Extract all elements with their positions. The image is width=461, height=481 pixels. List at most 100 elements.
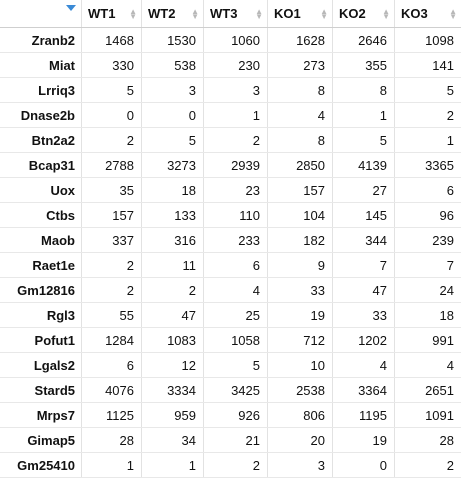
table-cell: 2 xyxy=(142,278,204,302)
table-body: Zranb2 1468 1530 1060 1628 2646 1098 Miat 330 538… xyxy=(0,28,461,478)
table-cell: 2651 xyxy=(425,382,454,398)
table-cell: 2850 xyxy=(268,153,333,177)
table-cell: 5 xyxy=(204,353,268,377)
table-cell: 712 xyxy=(268,328,333,352)
table-cell: 1202 xyxy=(333,328,395,352)
column-header-wt2[interactable]: WT2 ▲ ▼ xyxy=(142,0,204,27)
sort-toggle-icon[interactable]: ▲ ▼ xyxy=(449,7,457,21)
table-cell: 3425 xyxy=(204,378,268,402)
table-cell: 0 xyxy=(82,103,142,127)
table-cell: 23 xyxy=(204,178,268,202)
table-cell: 991 xyxy=(432,332,454,348)
table-cell: 25 xyxy=(204,303,268,327)
table-cell: 1083 xyxy=(142,328,204,352)
table-cell: 18 xyxy=(142,178,204,202)
table-cell: 6 xyxy=(204,253,268,277)
table-cell: 355 xyxy=(333,53,395,77)
table-cell: 35 xyxy=(82,178,142,202)
table-cell: 33 xyxy=(333,303,395,327)
table-cell: 33 xyxy=(268,278,333,302)
table-cell: 8 xyxy=(268,78,333,102)
table-row: Dnase2b 0 0 1 4 1 2 xyxy=(0,103,461,128)
table-cell: 2 xyxy=(204,453,268,477)
column-header-wt1[interactable]: WT1 ▲ ▼ xyxy=(82,0,142,27)
row-name-cell: Miat xyxy=(0,53,82,77)
row-name-cell: Stard5 xyxy=(0,378,82,402)
table-cell: 104 xyxy=(268,203,333,227)
table-row: Bcap31 2788 3273 2939 2850 4139 3365 xyxy=(0,153,461,178)
column-header-ko1[interactable]: KO1 ▲ ▼ xyxy=(268,0,333,27)
row-name-cell: Rgl3 xyxy=(0,303,82,327)
table-cell: 24 xyxy=(439,282,454,298)
sort-toggle-icon[interactable]: ▲ ▼ xyxy=(191,7,199,21)
table-row: Gm25410 1 1 2 3 0 2 xyxy=(0,453,461,478)
table-cell: 4 xyxy=(446,357,454,373)
table-cell: 1 xyxy=(204,103,268,127)
table-row: Raet1e 2 11 6 9 7 7 xyxy=(0,253,461,278)
table-cell: 2 xyxy=(82,278,142,302)
table-cell: 3 xyxy=(142,78,204,102)
table-row: Uox 35 18 23 157 27 6 xyxy=(0,178,461,203)
row-name-cell: Lgals2 xyxy=(0,353,82,377)
table-cell: 110 xyxy=(204,203,268,227)
table-row: Maob 337 316 233 182 344 239 xyxy=(0,228,461,253)
table-cell: 926 xyxy=(204,403,268,427)
table-cell: 2939 xyxy=(204,153,268,177)
table-cell: 2 xyxy=(204,128,268,152)
table-cell: 1058 xyxy=(204,328,268,352)
table-cell: 330 xyxy=(82,53,142,77)
table-cell: 239 xyxy=(432,232,454,248)
table-cell: 2788 xyxy=(82,153,142,177)
table-cell: 4 xyxy=(333,353,395,377)
table-cell: 21 xyxy=(204,428,268,452)
row-name-cell: Gm12816 xyxy=(0,278,82,302)
table-cell: 182 xyxy=(268,228,333,252)
table-cell: 1098 xyxy=(425,32,454,48)
table-row: Lrriq3 5 3 3 8 8 5 xyxy=(0,78,461,103)
table-cell: 1195 xyxy=(333,403,395,427)
row-name-cell: Raet1e xyxy=(0,253,82,277)
table-cell: 0 xyxy=(333,453,395,477)
row-name-cell: Bcap31 xyxy=(0,153,82,177)
table-cell: 12 xyxy=(142,353,204,377)
sort-toggle-icon[interactable]: ▲ ▼ xyxy=(382,7,390,21)
table-row: Stard5 4076 3334 3425 2538 3364 2651 xyxy=(0,378,461,403)
sort-toggle-icon[interactable]: ▲ ▼ xyxy=(129,7,137,21)
sort-arrow-icon[interactable] xyxy=(66,5,76,11)
column-header-ko2[interactable]: KO2 ▲ ▼ xyxy=(333,0,395,27)
column-header-label: KO1 xyxy=(274,6,301,21)
table-cell: 0 xyxy=(142,103,204,127)
table-cell: 11 xyxy=(142,253,204,277)
table-cell: 5 xyxy=(82,78,142,102)
table-cell: 5 xyxy=(333,128,395,152)
column-header-wt3[interactable]: WT3 ▲ ▼ xyxy=(204,0,268,27)
table-cell: 1125 xyxy=(82,403,142,427)
table-cell: 6 xyxy=(446,182,454,198)
table-cell: 1 xyxy=(142,453,204,477)
table-cell: 133 xyxy=(142,203,204,227)
sort-toggle-icon[interactable]: ▲ ▼ xyxy=(255,7,263,21)
table-cell: 3364 xyxy=(333,378,395,402)
table-cell: 5 xyxy=(142,128,204,152)
table-cell: 1284 xyxy=(82,328,142,352)
table-cell: 3365 xyxy=(425,157,454,173)
sort-toggle-icon[interactable]: ▲ ▼ xyxy=(320,7,328,21)
table-cell: 2 xyxy=(446,457,454,473)
table-cell: 3273 xyxy=(142,153,204,177)
table-cell: 27 xyxy=(333,178,395,202)
table-cell: 959 xyxy=(142,403,204,427)
table-cell: 157 xyxy=(82,203,142,227)
table-cell: 806 xyxy=(268,403,333,427)
column-header-ko3[interactable]: KO3 ▲ ▼ xyxy=(395,0,461,27)
table-cell: 1 xyxy=(82,453,142,477)
table-cell: 1 xyxy=(446,132,454,148)
table-cell: 1091 xyxy=(425,407,454,423)
table-cell: 3334 xyxy=(142,378,204,402)
table-cell: 3 xyxy=(268,453,333,477)
table-cell: 47 xyxy=(333,278,395,302)
table-cell: 538 xyxy=(142,53,204,77)
table-cell: 4076 xyxy=(82,378,142,402)
row-name-cell: Gimap5 xyxy=(0,428,82,452)
row-names-header[interactable] xyxy=(0,0,82,27)
table-cell: 34 xyxy=(142,428,204,452)
